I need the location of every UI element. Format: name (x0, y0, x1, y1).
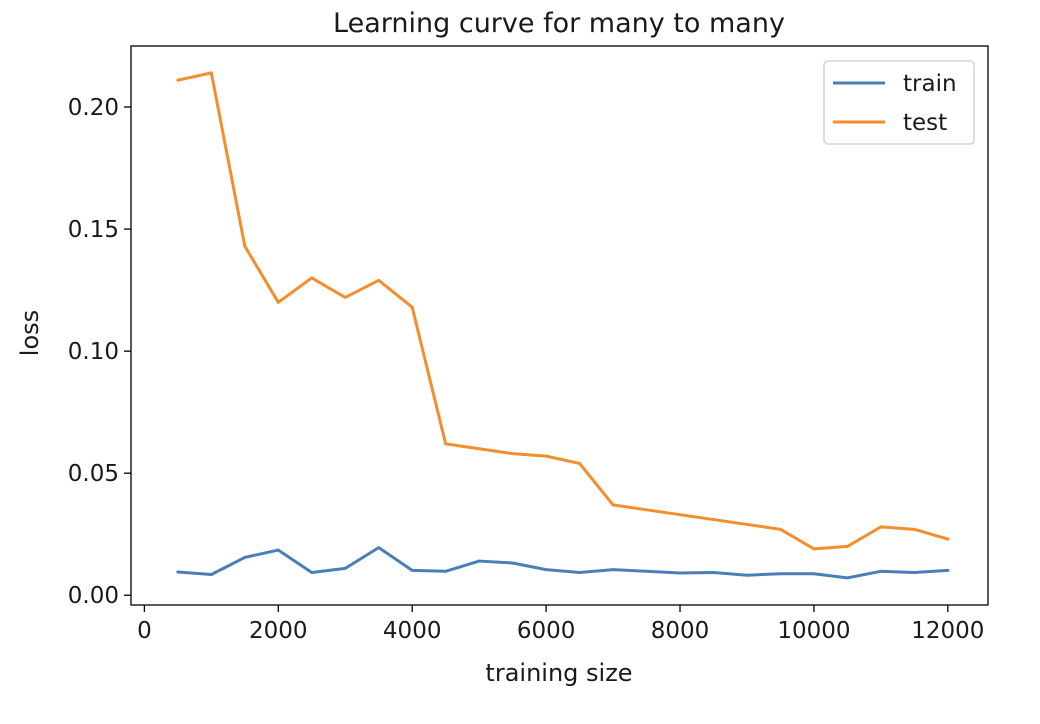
data-point-test (845, 545, 849, 548)
data-point-train (712, 571, 715, 574)
data-point-test (779, 527, 782, 531)
x-tick-label: 2000 (249, 618, 308, 644)
data-point-train (845, 576, 849, 580)
series-line-test (176, 71, 950, 551)
legend: train test (823, 60, 975, 145)
x-tick-label: 8000 (651, 618, 710, 644)
data-point-train (209, 573, 213, 576)
data-point-test (209, 71, 213, 75)
chart-title: Learning curve for many to many (333, 8, 785, 39)
data-point-test (645, 508, 648, 512)
x-tick-label: 4000 (383, 618, 442, 644)
y-tick-label: 0.15 (68, 217, 119, 243)
y-axis-label: loss (16, 310, 44, 356)
data-point-test (310, 276, 314, 280)
y-tick-label: 0.20 (68, 95, 119, 121)
data-point-train (678, 571, 682, 575)
x-tick-label: 6000 (517, 618, 576, 644)
data-point-train (511, 561, 515, 565)
data-point-test (812, 547, 816, 551)
series-lines (176, 71, 950, 580)
x-axis-label: training size (485, 659, 632, 687)
data-point-train (879, 569, 883, 573)
series-line-train (176, 546, 950, 580)
data-point-train (611, 568, 615, 572)
data-point-test (276, 300, 280, 304)
axis-ticks: 0 2000 4000 6000 8000 10000 12000 0.00 0.05 0.10 0… (68, 95, 985, 644)
data-point-test (544, 454, 548, 458)
data-point-train (645, 569, 648, 573)
x-tick-label: 10000 (777, 618, 850, 644)
data-point-train (410, 568, 414, 572)
data-point-train (946, 568, 950, 572)
data-point-train (377, 546, 381, 550)
x-tick-label: 12000 (911, 618, 984, 644)
x-tick-label: 0 (137, 618, 152, 644)
data-point-test (477, 447, 481, 451)
data-point-test (712, 518, 715, 521)
y-tick-label: 0.10 (68, 339, 119, 365)
data-point-test (611, 503, 615, 507)
data-point-train (310, 571, 314, 574)
data-point-train (243, 555, 247, 559)
data-point-train (176, 570, 180, 574)
y-tick-label: 0.00 (68, 583, 119, 609)
data-point-test (912, 527, 916, 531)
data-point-train (477, 559, 481, 563)
data-point-test (946, 537, 950, 541)
plot-frame (130, 45, 989, 606)
data-point-test (444, 442, 448, 446)
data-point-test (176, 78, 180, 82)
data-point-test (511, 452, 515, 456)
data-point-train (444, 569, 448, 573)
data-point-test (578, 462, 581, 465)
legend-label-train: train (903, 71, 957, 97)
data-point-train (343, 566, 347, 570)
data-point-test (377, 278, 381, 282)
data-point-train (912, 571, 916, 574)
data-point-train (745, 573, 749, 577)
data-point-test (410, 305, 414, 309)
data-point-test (745, 523, 749, 526)
legend-label-test: test (903, 110, 947, 136)
data-point-test (678, 513, 682, 517)
data-point-train (812, 572, 816, 576)
data-point-train (779, 572, 782, 576)
data-point-test (243, 244, 247, 248)
data-point-train (276, 548, 280, 552)
data-point-train (578, 571, 581, 574)
data-point-train (544, 568, 548, 572)
y-tick-label: 0.05 (68, 461, 119, 487)
data-point-test (879, 525, 883, 529)
data-point-test (343, 296, 347, 299)
